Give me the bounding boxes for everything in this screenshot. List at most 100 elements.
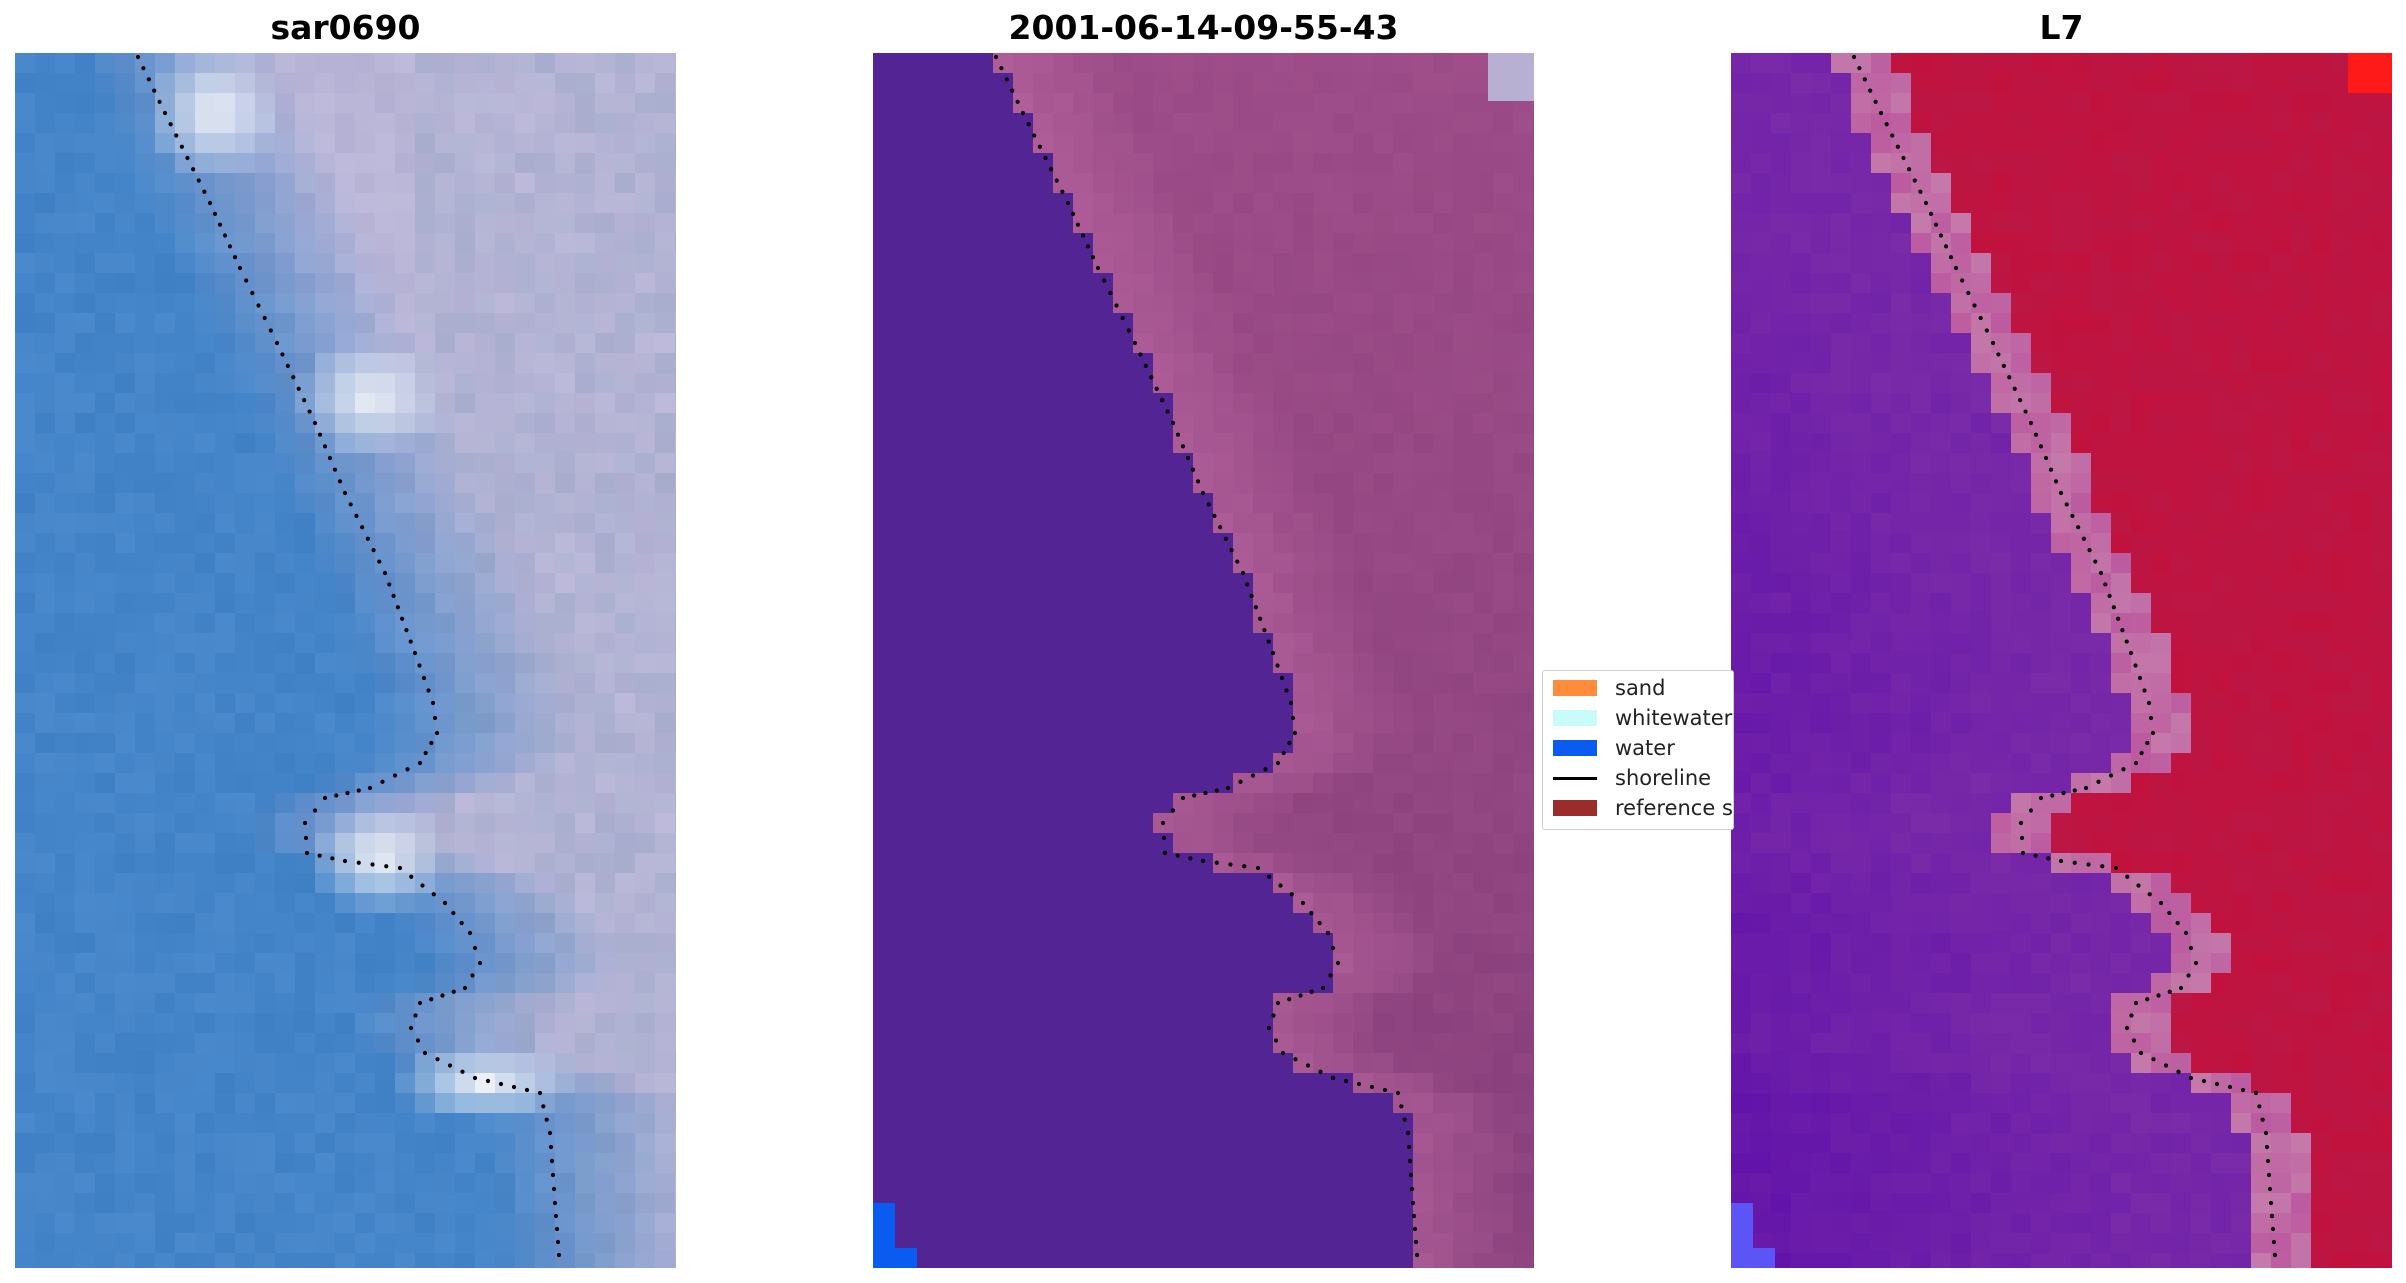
shoreline-dot	[2033, 432, 2039, 437]
shoreline-dot	[395, 605, 400, 610]
shoreline-dot	[2072, 788, 2077, 793]
shoreline-dot	[370, 862, 375, 867]
legend-label-whitewater: whitewater	[1615, 706, 1733, 730]
shoreline-dot	[1414, 1252, 1420, 1258]
shoreline-dot	[212, 211, 218, 216]
shoreline-dot	[268, 328, 273, 333]
shoreline-dot	[162, 110, 168, 116]
shoreline-dot	[2018, 398, 2023, 403]
legend-swatch-water	[1553, 740, 1597, 756]
shoreline-dot	[1143, 363, 1148, 368]
shoreline-dot	[1026, 122, 1031, 127]
shoreline-dot	[1279, 675, 1285, 681]
shoreline-dot	[1126, 328, 1131, 333]
shoreline-dot	[417, 1000, 423, 1006]
shoreline-dot	[1923, 200, 1929, 206]
shoreline-dot	[296, 386, 301, 391]
shoreline-dot	[1132, 340, 1138, 346]
shoreline-dot	[553, 1213, 559, 1219]
shoreline-dot	[342, 490, 348, 496]
shoreline-dot	[400, 616, 405, 621]
shoreline-dot	[356, 860, 361, 865]
shoreline-dot	[1330, 945, 1336, 951]
shoreline-dot	[1161, 835, 1167, 841]
shoreline-dot	[152, 88, 157, 93]
shoreline-dot	[1290, 715, 1296, 721]
shoreline-dot	[2137, 675, 2143, 681]
shoreline-dot	[2263, 1130, 2269, 1136]
shoreline-dot	[387, 582, 392, 587]
shoreline-dot	[431, 892, 436, 897]
shoreline-dot	[2048, 467, 2054, 472]
legend-swatch-whitewater	[1553, 710, 1597, 726]
shoreline-dot	[415, 1038, 421, 1043]
shoreline-dot	[1409, 1186, 1415, 1192]
shoreline-dot	[1293, 1057, 1298, 1062]
shoreline-dot	[135, 54, 141, 60]
shoreline-dot	[2188, 945, 2194, 951]
rgb-image-panel	[15, 53, 676, 1268]
water-pixel-block	[873, 1203, 895, 1268]
legend-label-sand: sand	[1615, 676, 1666, 700]
shoreline-dot	[1948, 255, 1954, 260]
shoreline-dot	[555, 1239, 561, 1245]
shoreline-dot	[365, 536, 370, 541]
shoreline-dot	[1912, 178, 1917, 183]
shoreline-dot	[1284, 688, 1289, 693]
shoreline-dot	[1395, 1090, 1401, 1096]
shoreline-dot	[442, 900, 448, 906]
shoreline-dot	[291, 375, 296, 380]
shoreline-dot	[2270, 1226, 2276, 1232]
shoreline-dot	[544, 1117, 549, 1122]
shoreline-dot	[1037, 144, 1042, 149]
shoreline-dot	[524, 1087, 530, 1093]
shoreline-dot	[1223, 536, 1228, 541]
shoreline-dot	[1890, 133, 1895, 138]
shoreline-dot	[237, 265, 243, 271]
shoreline-dot	[2058, 858, 2064, 864]
shoreline-dot	[1102, 278, 1107, 283]
shoreline-dot	[2133, 663, 2138, 668]
shoreline-dot	[2148, 715, 2154, 721]
shoreline-dot	[185, 155, 190, 161]
shoreline-dot	[1851, 54, 1857, 60]
shoreline-dot	[1895, 144, 1900, 149]
shoreline-dot	[2269, 1213, 2275, 1219]
shoreline-dot	[322, 444, 328, 449]
shoreline-dot	[1200, 858, 1206, 864]
shoreline-dot	[1996, 352, 2001, 357]
shoreline-dot	[2108, 773, 2114, 778]
shoreline-dot	[2136, 883, 2141, 888]
shoreline-dot	[1160, 820, 1166, 826]
legend-label-reference: reference s	[1615, 796, 1733, 820]
legend-label-water: water	[1615, 736, 1675, 760]
shoreline-dot	[1984, 328, 1989, 333]
shoreline-dot	[2142, 688, 2147, 693]
shoreline-dot	[1407, 1158, 1413, 1164]
shoreline-dot	[2260, 1117, 2265, 1122]
shoreline-dot	[2253, 1090, 2259, 1096]
shoreline-dot	[485, 1078, 491, 1084]
shoreline-dot	[1195, 479, 1201, 484]
shoreline-dot	[1317, 920, 1322, 926]
shoreline-dot	[1938, 233, 1944, 238]
shoreline-dot	[2188, 1075, 2194, 1081]
water-pixel-block	[895, 1248, 917, 1268]
shoreline-dot	[1413, 1239, 1419, 1245]
shoreline-dot	[141, 66, 146, 71]
shoreline-dot	[1225, 785, 1231, 791]
shoreline-dot	[1918, 189, 1923, 194]
shoreline-dot	[2214, 1081, 2220, 1087]
shoreline-dot	[2038, 444, 2044, 449]
shoreline-dot	[467, 930, 473, 936]
shoreline-dot	[2257, 1104, 2262, 1109]
shoreline-dot	[993, 54, 999, 60]
shoreline-dot	[2183, 930, 2189, 936]
legend-entry-sand: sand	[1553, 674, 1665, 702]
shoreline-dot	[1275, 663, 1280, 668]
shoreline-dot	[2125, 874, 2130, 879]
shoreline-dot	[413, 1013, 418, 1018]
shoreline-dot	[2070, 513, 2075, 518]
shoreline-dot	[551, 1186, 557, 1192]
shoreline-dot	[1218, 525, 1223, 530]
